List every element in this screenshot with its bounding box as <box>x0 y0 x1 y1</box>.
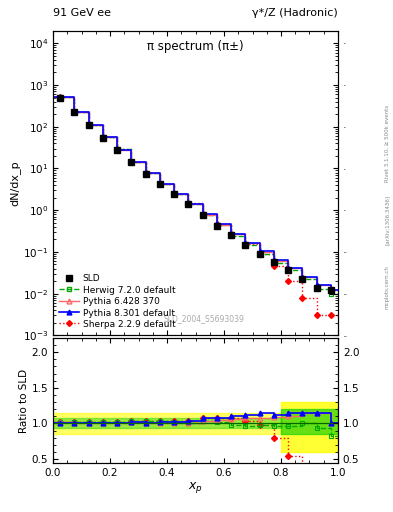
Bar <box>53 418 281 429</box>
Text: Rivet 3.1.10, ≥ 500k events: Rivet 3.1.10, ≥ 500k events <box>385 105 389 182</box>
Y-axis label: dN/dx_p: dN/dx_p <box>9 160 20 206</box>
Text: mcplots.cern.ch: mcplots.cern.ch <box>385 265 389 309</box>
Bar <box>281 409 338 434</box>
X-axis label: $x_{p}$: $x_{p}$ <box>188 480 203 495</box>
Bar <box>281 402 338 452</box>
Legend: SLD, Herwig 7.2.0 default, Pythia 6.428 370, Pythia 8.301 default, Sherpa 2.2.9 : SLD, Herwig 7.2.0 default, Pythia 6.428 … <box>57 272 177 331</box>
Y-axis label: Ratio to SLD: Ratio to SLD <box>19 369 29 433</box>
Text: [arXiv:1306.3436]: [arXiv:1306.3436] <box>385 195 389 245</box>
Text: γ*/Z (Hadronic): γ*/Z (Hadronic) <box>252 8 338 18</box>
Text: π spectrum (π±): π spectrum (π±) <box>147 40 244 53</box>
Text: SLD_2004_S5693039: SLD_2004_S5693039 <box>163 314 244 323</box>
Bar <box>53 413 281 434</box>
Text: 91 GeV ee: 91 GeV ee <box>53 8 111 18</box>
